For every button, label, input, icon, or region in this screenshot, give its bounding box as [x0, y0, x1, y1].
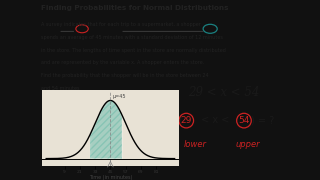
Text: ≈ .7333: ≈ .7333: [193, 162, 238, 172]
Text: upper: upper: [236, 140, 260, 149]
Text: < x <: < x <: [197, 115, 229, 125]
Text: and 54 minutes: and 54 minutes: [41, 86, 80, 91]
Text: 45: 45: [80, 162, 98, 176]
Text: 54: 54: [238, 116, 250, 125]
Text: spends an average of 45 minutes with a standard deviation of 12 minutes: spends an average of 45 minutes with a s…: [41, 35, 223, 40]
Text: in the store. The lengths of time spent in the store are normally distributed: in the store. The lengths of time spent …: [41, 48, 226, 53]
Text: p(: p(: [173, 115, 184, 125]
Text: 29 < x < 54: 29 < x < 54: [188, 86, 259, 99]
Text: and are represented by the variable x. A shopper enters the store.: and are represented by the variable x. A…: [41, 60, 204, 66]
X-axis label: Time (in minutes): Time (in minutes): [89, 175, 132, 180]
Text: Finding Probabilities for Normal Distributions: Finding Probabilities for Normal Distrib…: [41, 5, 229, 11]
Text: lower: lower: [183, 140, 206, 149]
Text: Find the probability that the shopper will be in the store between 24: Find the probability that the shopper wi…: [41, 73, 209, 78]
Text: ) = ?: ) = ?: [251, 115, 274, 125]
Text: A survey indicates that for each trip to a supermarket, a shopper: A survey indicates that for each trip to…: [41, 22, 201, 27]
Text: μ=45: μ=45: [113, 94, 126, 99]
Text: 29: 29: [180, 116, 192, 125]
